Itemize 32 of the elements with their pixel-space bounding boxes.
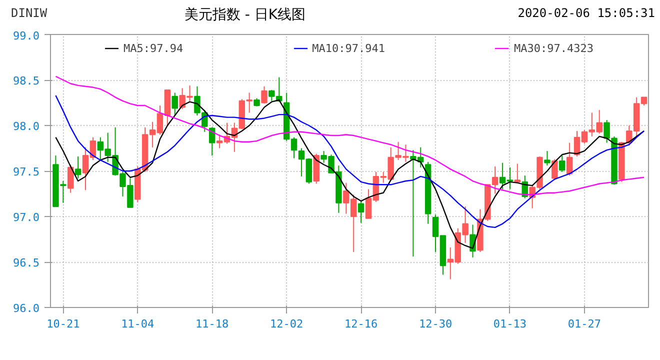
candlestick (544, 150, 550, 166)
candlestick (514, 163, 521, 184)
candlestick (358, 200, 364, 224)
candlestick (566, 142, 573, 176)
x-tick-label: 12-16 (344, 318, 378, 330)
candlestick (261, 86, 268, 104)
legend-label: MA30:97.4323 (514, 42, 594, 54)
y-tick-label: 97.5 (13, 166, 40, 178)
text: DINIW (11, 5, 48, 22)
candlestick (74, 156, 82, 179)
candlestick (172, 92, 178, 116)
x-tick-label: 11-18 (196, 318, 229, 330)
x-tick-label: 11-04 (121, 318, 155, 330)
candlestick (559, 155, 566, 172)
y-tick-label: 97.0 (13, 211, 40, 224)
chart-title: 美元指数 - 日K线图 (184, 6, 306, 25)
x-tick-label: 01-13 (493, 318, 527, 330)
y-tick-label: 96.0 (13, 302, 40, 315)
candlestick (208, 126, 216, 156)
legend-label: MA10:97.941 (312, 42, 385, 54)
x-tick-label: 12-02 (270, 318, 304, 330)
y-tick-label: 98.5 (13, 74, 40, 88)
legend-label: MA5:97.94 (124, 42, 184, 54)
text: 2020-02-06 15:05:31 (518, 5, 655, 22)
x-tick-label: 12-30 (418, 318, 452, 330)
y-tick-label: 96.5 (13, 256, 40, 270)
line-series (55, 94, 645, 228)
candlestick (68, 164, 74, 194)
x-tick-label: 10-21 (46, 318, 80, 330)
y-tick-label: 98.0 (13, 120, 40, 133)
y-tick-label: 99.0 (13, 30, 40, 42)
x-tick-label: 01-27 (568, 318, 602, 330)
